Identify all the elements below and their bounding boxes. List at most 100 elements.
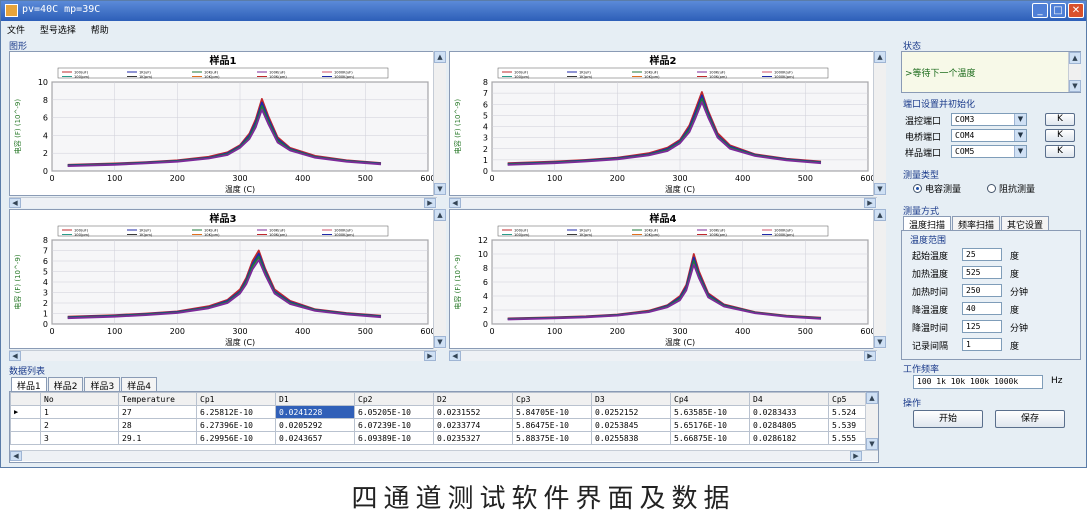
scroll-down-arrow-icon[interactable]: ▼ [866, 438, 878, 450]
chart-2-vscrollbar[interactable]: ▲ ▼ [873, 51, 886, 196]
chart-3-hscrollbar[interactable]: ◀ ▶ [9, 350, 437, 361]
tab-temperature-scan[interactable]: 温度扫描 [903, 216, 952, 231]
table-cell[interactable]: 0.0235327 [433, 431, 513, 445]
tab-other-settings[interactable]: 其它设置 [1001, 216, 1050, 231]
column-header[interactable]: Cp2 [354, 392, 434, 406]
table-cell[interactable]: 6.05205E-10 [354, 405, 434, 419]
table-cell[interactable]: 0.0231552 [433, 405, 513, 419]
chart-3-vscrollbar[interactable]: ▲ ▼ [433, 209, 446, 349]
scroll-right-arrow-icon[interactable]: ▶ [864, 351, 876, 361]
table-cell[interactable]: 5.88375E-10 [512, 431, 592, 445]
table-cell[interactable]: 6.29956E-10 [196, 431, 276, 445]
column-header[interactable]: D1 [275, 392, 355, 406]
chart-1-vscrollbar[interactable]: ▲ ▼ [433, 51, 446, 196]
start-temp-input[interactable]: 25 [962, 248, 1002, 261]
temp-port-init-button[interactable]: K [1045, 113, 1075, 126]
title-bar[interactable]: pv=40C mp=39C _ □ ✕ [1, 1, 1086, 21]
heat-time-input[interactable]: 250 [962, 284, 1002, 297]
tab-sample-2[interactable]: 样品2 [47, 377, 84, 392]
chart-4-vscrollbar[interactable]: ▲ ▼ [873, 209, 886, 349]
column-header[interactable]: Cp5 [828, 392, 869, 406]
column-header[interactable]: D3 [591, 392, 671, 406]
temp-port-select[interactable]: COM3 [951, 113, 1027, 126]
table-cell[interactable]: 6.07239E-10 [354, 418, 434, 432]
scroll-down-arrow-icon[interactable]: ▼ [874, 183, 886, 195]
column-header[interactable]: D2 [433, 392, 513, 406]
scroll-up-arrow-icon[interactable]: ▲ [874, 209, 886, 221]
table-cell[interactable]: 5.65176E-10 [670, 418, 750, 432]
bridge-port-select[interactable]: COM4 [951, 129, 1027, 142]
scroll-left-arrow-icon[interactable]: ◀ [10, 451, 22, 461]
sample-port-init-button[interactable]: K [1045, 145, 1075, 158]
scroll-right-arrow-icon[interactable]: ▶ [424, 351, 436, 361]
table-cell[interactable]: 0.0255838 [591, 431, 671, 445]
table-cell[interactable]: 28 [118, 418, 197, 432]
capacitance-radio[interactable] [913, 184, 922, 193]
menu-help[interactable]: 帮助 [90, 26, 109, 36]
minimize-button[interactable]: _ [1032, 3, 1048, 18]
cool-temp-input[interactable]: 40 [962, 302, 1002, 315]
table-cell[interactable]: 0.0253845 [591, 418, 671, 432]
chevron-down-icon[interactable]: ▼ [1014, 146, 1026, 157]
chart-2-hscrollbar[interactable]: ◀ ▶ [449, 197, 877, 208]
table-cell[interactable]: 5.84705E-10 [512, 405, 592, 419]
chart-4-hscrollbar[interactable]: ◀ ▶ [449, 350, 877, 361]
chart-1-hscrollbar[interactable]: ◀ ▶ [9, 197, 437, 208]
scroll-down-arrow-icon[interactable]: ▼ [874, 336, 886, 348]
bridge-port-init-button[interactable]: K [1045, 129, 1075, 142]
table-cell[interactable]: 6.09389E-10 [354, 431, 434, 445]
table-row[interactable]: 2 28 6.27396E-10 0.0205292 6.07239E-10 0… [10, 418, 869, 432]
table-cell[interactable]: 5.86475E-10 [512, 418, 592, 432]
table-cell[interactable]: 5.66875E-10 [670, 431, 750, 445]
scroll-right-arrow-icon[interactable]: ▶ [864, 198, 876, 208]
impedance-radio[interactable] [987, 184, 996, 193]
scroll-left-arrow-icon[interactable]: ◀ [9, 351, 21, 361]
table-cell[interactable]: 5.524 [828, 405, 869, 419]
table-row[interactable]: 3 29.1 6.29956E-10 0.0243657 6.09389E-10… [10, 431, 869, 445]
table-cell[interactable]: 5.63585E-10 [670, 405, 750, 419]
scroll-up-arrow-icon[interactable]: ▲ [866, 392, 878, 404]
heat-temp-input[interactable]: 525 [962, 266, 1002, 279]
scroll-up-arrow-icon[interactable]: ▲ [434, 51, 446, 63]
table-cell[interactable]: 0.0243657 [275, 431, 355, 445]
scroll-down-arrow-icon[interactable]: ▼ [1069, 80, 1081, 92]
scroll-left-arrow-icon[interactable]: ◀ [449, 198, 461, 208]
tab-sample-3[interactable]: 样品3 [84, 377, 121, 392]
column-header[interactable]: Cp3 [512, 392, 592, 406]
table-row[interactable]: ▶ 1 27 6.25812E-10 0.0241228 6.05205E-10… [10, 405, 869, 419]
table-cell[interactable]: 2 [40, 418, 119, 432]
table-vscrollbar[interactable]: ▲ ▼ [865, 392, 878, 450]
chevron-down-icon[interactable]: ▼ [1014, 130, 1026, 141]
work-frequency-input[interactable]: 100 1k 10k 100k 1000k [913, 375, 1043, 389]
chevron-down-icon[interactable]: ▼ [1014, 114, 1026, 125]
cool-time-input[interactable]: 125 [962, 320, 1002, 333]
column-header[interactable]: Cp4 [670, 392, 750, 406]
column-header[interactable]: D4 [749, 392, 829, 406]
status-vscrollbar[interactable]: ▲ ▼ [1068, 52, 1081, 92]
scroll-left-arrow-icon[interactable]: ◀ [9, 198, 21, 208]
scroll-up-arrow-icon[interactable]: ▲ [1069, 52, 1081, 64]
table-cell[interactable]: 1 [40, 405, 119, 419]
table-cell[interactable]: 3 [40, 431, 119, 445]
table-cell[interactable]: 0.0205292 [275, 418, 355, 432]
menu-file[interactable]: 文件 [7, 26, 26, 36]
table-cell-selected[interactable]: 0.0241228 [275, 405, 355, 419]
menu-model-select[interactable]: 型号选择 [39, 26, 76, 36]
scroll-right-arrow-icon[interactable]: ▶ [850, 451, 862, 461]
table-hscrollbar[interactable]: ◀ ▶ [10, 450, 878, 461]
scroll-down-arrow-icon[interactable]: ▼ [434, 183, 446, 195]
table-cell[interactable]: 0.0284805 [749, 418, 829, 432]
record-interval-input[interactable]: 1 [962, 338, 1002, 351]
scroll-down-arrow-icon[interactable]: ▼ [434, 336, 446, 348]
column-header[interactable]: No [40, 392, 119, 406]
table-cell[interactable]: 0.0233774 [433, 418, 513, 432]
sample-port-select[interactable]: COM5 [951, 145, 1027, 158]
table-cell[interactable]: 29.1 [118, 431, 197, 445]
table-cell[interactable]: 0.0283433 [749, 405, 829, 419]
column-header[interactable]: Temperature [118, 392, 197, 406]
close-button[interactable]: ✕ [1068, 3, 1084, 18]
scroll-right-arrow-icon[interactable]: ▶ [424, 198, 436, 208]
tab-sample-4[interactable]: 样品4 [121, 377, 157, 392]
table-cell[interactable]: 0.0286182 [749, 431, 829, 445]
tab-frequency-scan[interactable]: 频率扫描 [952, 216, 1001, 231]
